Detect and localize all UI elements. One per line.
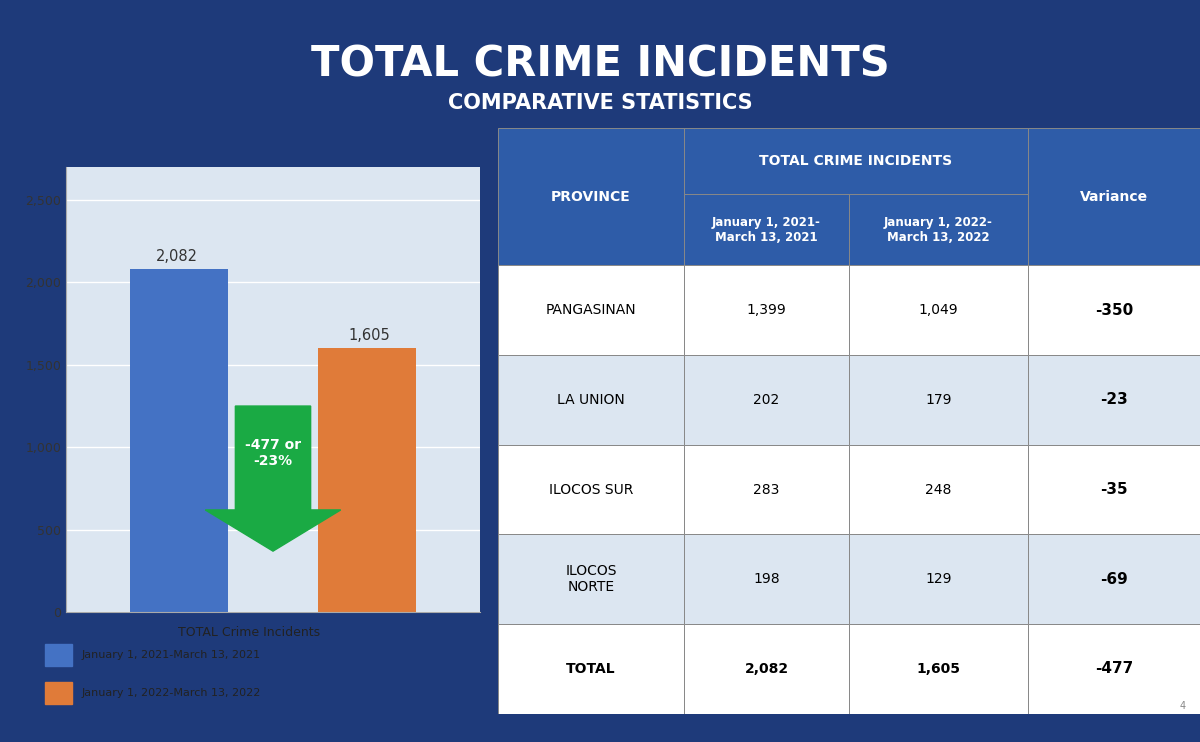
Text: 179: 179 [925, 393, 952, 407]
Bar [850, 355, 1028, 444]
Bar [684, 128, 1028, 194]
Bar [44, 643, 72, 666]
Text: ILOCOS SUR: ILOCOS SUR [548, 482, 634, 496]
Bar [850, 266, 1028, 355]
Bar [318, 347, 416, 612]
Bar [1028, 444, 1200, 534]
Bar [498, 534, 684, 624]
Text: 1,399: 1,399 [746, 303, 786, 318]
Bar [498, 355, 684, 444]
Bar [684, 534, 850, 624]
Bar [684, 444, 850, 534]
Polygon shape [205, 406, 341, 551]
Text: 2,082: 2,082 [744, 662, 788, 676]
Text: -477 or
-23%: -477 or -23% [245, 438, 301, 468]
Text: January 1, 2021-March 13, 2021: January 1, 2021-March 13, 2021 [82, 650, 260, 660]
Bar [850, 444, 1028, 534]
Text: COMPARATIVE STATISTICS: COMPARATIVE STATISTICS [448, 93, 752, 113]
Bar [1028, 534, 1200, 624]
Text: LA UNION: LA UNION [557, 393, 625, 407]
Text: -350: -350 [1094, 303, 1133, 318]
Text: -23: -23 [1100, 393, 1128, 407]
Text: TOTAL CRIME INCIDENTS: TOTAL CRIME INCIDENTS [311, 44, 889, 85]
Text: 4: 4 [1180, 701, 1186, 711]
Text: January 1, 2022-
March 13, 2022: January 1, 2022- March 13, 2022 [884, 216, 992, 243]
Text: -35: -35 [1100, 482, 1128, 497]
Text: January 1, 2022-March 13, 2022: January 1, 2022-March 13, 2022 [82, 688, 260, 697]
Bar [684, 355, 850, 444]
Bar [498, 128, 684, 266]
Bar [850, 534, 1028, 624]
Text: 1,605: 1,605 [917, 662, 960, 676]
Text: 198: 198 [754, 572, 780, 586]
Text: TOTAL Crime Incidents: TOTAL Crime Incidents [178, 626, 320, 639]
Text: TOTAL CRIME INCIDENTS: TOTAL CRIME INCIDENTS [760, 154, 953, 168]
Bar [1028, 128, 1200, 266]
Text: January 1, 2021-
March 13, 2021: January 1, 2021- March 13, 2021 [712, 216, 821, 243]
Bar [498, 624, 684, 714]
Text: 283: 283 [754, 482, 780, 496]
Text: ILOCOS
NORTE: ILOCOS NORTE [565, 564, 617, 594]
Bar [1028, 355, 1200, 444]
Bar [44, 682, 72, 703]
Bar [1028, 624, 1200, 714]
Text: -69: -69 [1100, 572, 1128, 587]
Bar [498, 266, 684, 355]
Bar [684, 266, 850, 355]
Text: PANGASINAN: PANGASINAN [546, 303, 636, 318]
Text: 1,049: 1,049 [919, 303, 959, 318]
Bar [850, 624, 1028, 714]
Text: PROVINCE: PROVINCE [551, 189, 631, 203]
Text: 129: 129 [925, 572, 952, 586]
Text: Variance: Variance [1080, 189, 1148, 203]
Bar [1028, 266, 1200, 355]
Bar [684, 624, 850, 714]
Text: 1,605: 1,605 [348, 327, 390, 343]
Bar [130, 269, 228, 612]
Bar [498, 444, 684, 534]
Text: -477: -477 [1094, 661, 1133, 677]
Text: 2,082: 2,082 [156, 249, 198, 264]
Text: 202: 202 [754, 393, 780, 407]
Bar [684, 194, 850, 266]
Bar [850, 194, 1028, 266]
Text: 248: 248 [925, 482, 952, 496]
Text: TOTAL: TOTAL [566, 662, 616, 676]
